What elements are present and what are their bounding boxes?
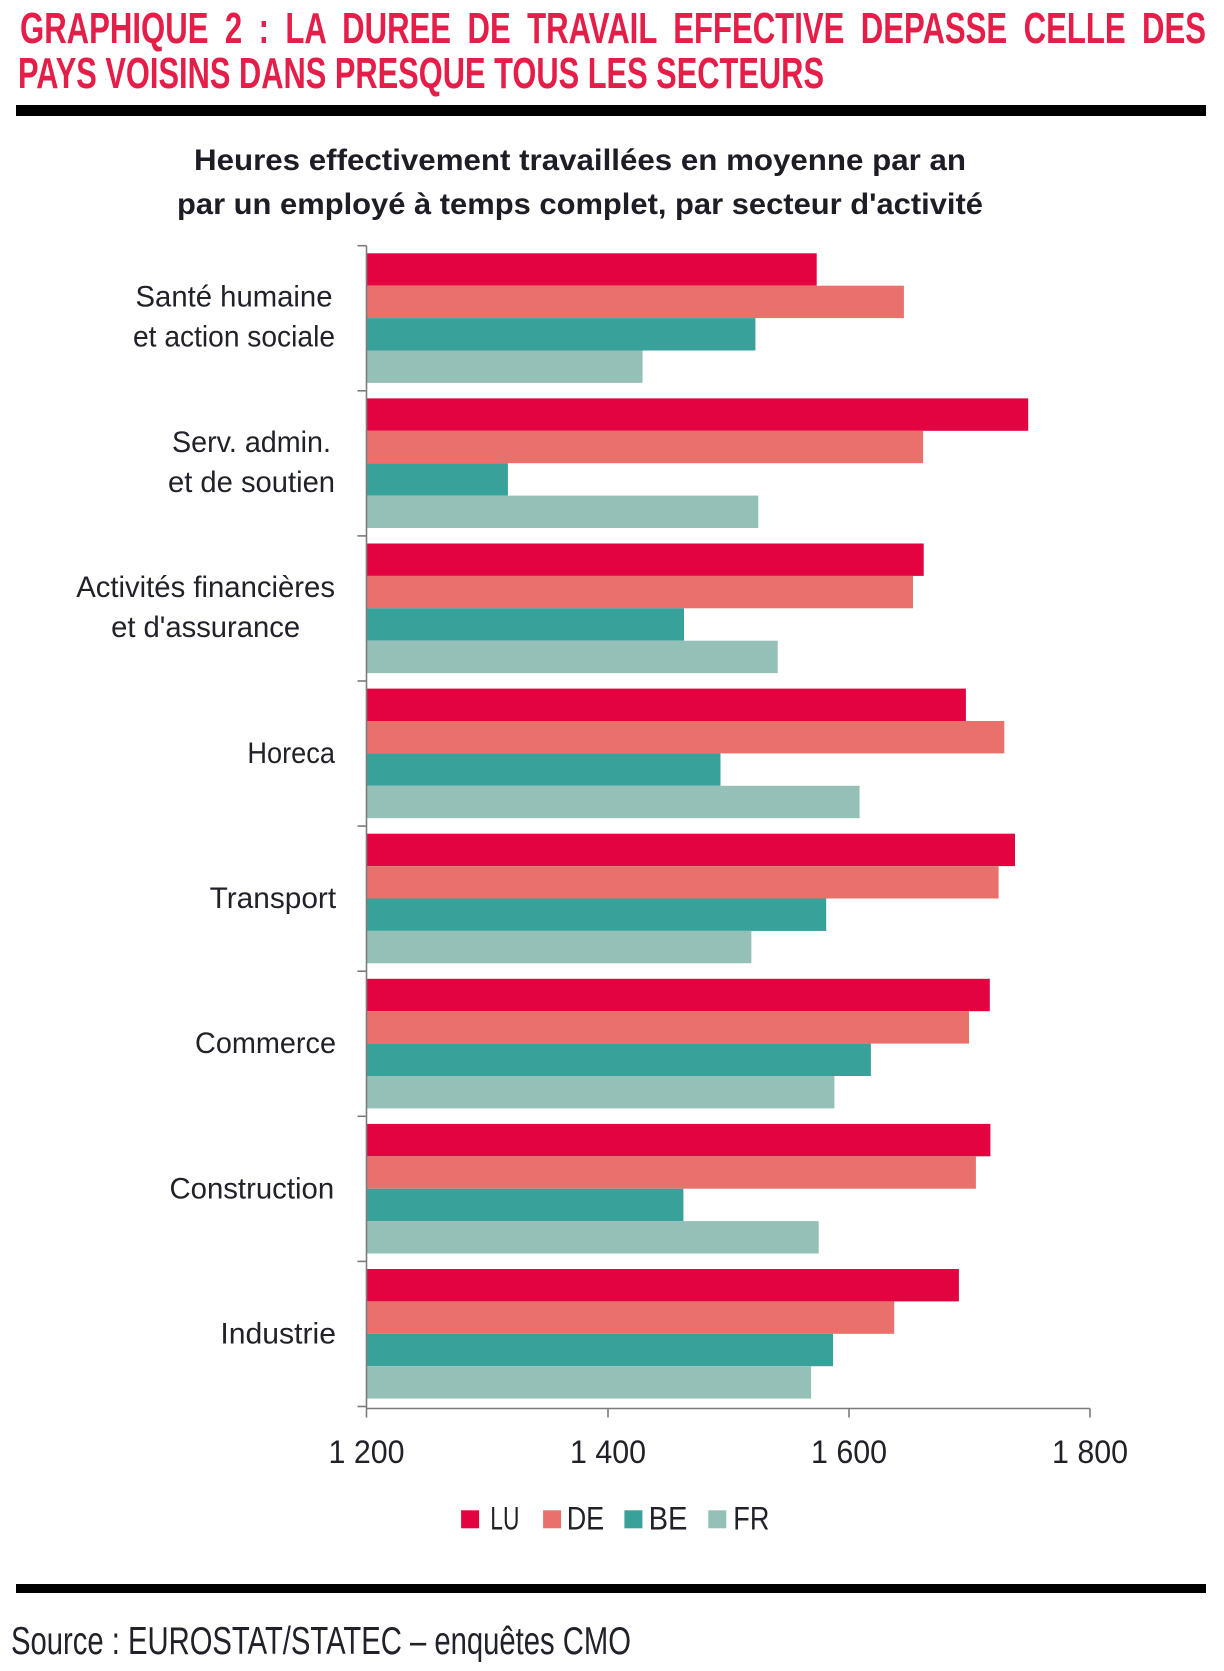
- svg-text:LU: LU: [490, 1501, 519, 1537]
- svg-text:par un employé à temps complet: par un employé à temps complet, par sect…: [177, 188, 983, 221]
- svg-text:1 600: 1 600: [811, 1434, 887, 1470]
- svg-text:Activités financières: Activités financières: [76, 571, 335, 604]
- svg-text:DE: DE: [567, 1501, 605, 1537]
- svg-text:et d'assurance: et d'assurance: [111, 611, 300, 644]
- svg-text:Santé humaine: Santé humaine: [136, 281, 333, 314]
- svg-text:Serv. admin.: Serv. admin.: [172, 426, 331, 459]
- svg-text:Industrie: Industrie: [220, 1317, 336, 1350]
- svg-text:et de soutien: et de soutien: [168, 466, 335, 499]
- svg-text:Construction: Construction: [169, 1172, 334, 1205]
- svg-text:1 400: 1 400: [570, 1434, 646, 1470]
- svg-text:et action sociale: et action sociale: [133, 321, 335, 354]
- svg-text:Heures effectivement travaillé: Heures effectivement travaillées en moye…: [194, 144, 966, 177]
- svg-text:Commerce: Commerce: [195, 1027, 336, 1060]
- svg-text:FR: FR: [733, 1501, 769, 1537]
- svg-text:Transport: Transport: [210, 882, 337, 915]
- svg-text:GRAPHIQUE 2 : LA DUREE DE TRAV: GRAPHIQUE 2 : LA DUREE DE TRAVAIL EFFECT…: [20, 4, 1206, 53]
- svg-text:Horeca: Horeca: [247, 737, 335, 770]
- svg-text:1 800: 1 800: [1052, 1434, 1128, 1470]
- svg-text:1 200: 1 200: [329, 1434, 405, 1470]
- svg-text:Source : EUROSTAT/STATEC – enq: Source : EUROSTAT/STATEC – enquêtes CMO: [11, 1620, 631, 1663]
- svg-text:PAYS VOISINS DANS PRESQUE TOUS: PAYS VOISINS DANS PRESQUE TOUS LES SECTE…: [18, 49, 824, 98]
- svg-text:BE: BE: [649, 1501, 688, 1537]
